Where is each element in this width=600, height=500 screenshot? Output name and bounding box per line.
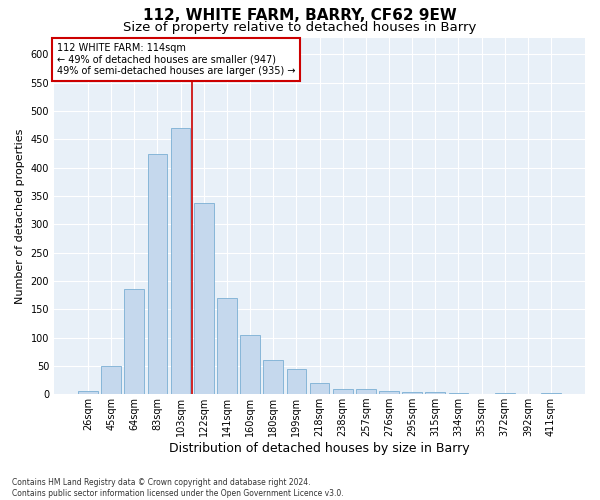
Bar — [263, 360, 283, 394]
Bar — [217, 298, 237, 394]
X-axis label: Distribution of detached houses by size in Barry: Distribution of detached houses by size … — [169, 442, 470, 455]
Bar — [171, 128, 190, 394]
Bar — [356, 388, 376, 394]
Bar — [402, 392, 422, 394]
Bar — [449, 393, 468, 394]
Text: Size of property relative to detached houses in Barry: Size of property relative to detached ho… — [124, 21, 476, 34]
Bar — [310, 383, 329, 394]
Bar — [194, 203, 214, 394]
Bar — [101, 366, 121, 394]
Bar — [78, 392, 98, 394]
Bar — [425, 392, 445, 394]
Bar — [495, 393, 515, 394]
Bar — [379, 392, 399, 394]
Y-axis label: Number of detached properties: Number of detached properties — [15, 128, 25, 304]
Bar — [148, 154, 167, 394]
Bar — [240, 334, 260, 394]
Bar — [124, 290, 144, 394]
Text: Contains HM Land Registry data © Crown copyright and database right 2024.
Contai: Contains HM Land Registry data © Crown c… — [12, 478, 344, 498]
Bar — [287, 368, 306, 394]
Bar — [333, 388, 353, 394]
Bar — [541, 393, 561, 394]
Text: 112 WHITE FARM: 114sqm
← 49% of detached houses are smaller (947)
49% of semi-de: 112 WHITE FARM: 114sqm ← 49% of detached… — [56, 43, 295, 76]
Text: 112, WHITE FARM, BARRY, CF62 9EW: 112, WHITE FARM, BARRY, CF62 9EW — [143, 8, 457, 22]
